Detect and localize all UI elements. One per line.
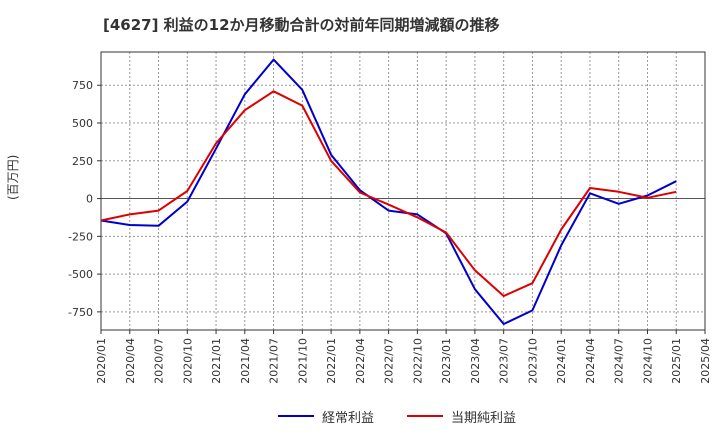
series-line-1	[100, 90, 677, 297]
y-tick-label: 250	[72, 155, 93, 168]
legend-swatch-keijo	[278, 415, 314, 417]
y-tick-label: -750	[68, 306, 93, 319]
x-tick-label: 2024/01	[555, 338, 568, 384]
x-tick-label: 2023/10	[526, 338, 539, 384]
chart-title: [4627] 利益の12か月移動合計の対前年同期増減額の推移	[103, 16, 500, 34]
series-line-0	[100, 58, 677, 325]
x-tick-label: 2024/04	[584, 338, 597, 384]
x-tick-label: 2021/07	[268, 338, 281, 384]
y-tick-label: -250	[68, 230, 93, 243]
x-tick-label: 2025/01	[670, 338, 683, 384]
x-tick-label: 2023/04	[469, 338, 482, 384]
y-tick-label: -500	[68, 268, 93, 281]
x-tick-label: 2022/01	[325, 338, 338, 384]
legend-item-junrieki: 当期純利益	[407, 405, 516, 427]
x-tick-label: 2022/04	[354, 338, 367, 384]
x-tick-label: 2022/10	[411, 338, 424, 384]
x-tick-label: 2021/04	[239, 338, 252, 384]
y-tick-label: 750	[72, 79, 93, 92]
legend: 経常利益 当期純利益	[0, 405, 720, 427]
x-tick-label: 2023/01	[440, 338, 453, 384]
line-chart: -750 -500 -250 0 250 500 750 2020/01 2020/04 2020…	[68, 51, 712, 384]
x-tick-label: 2022/07	[383, 338, 396, 384]
x-tick-label: 2020/07	[153, 338, 166, 384]
legend-label-keijo: 経常利益	[322, 410, 375, 426]
legend-item-keijo: 経常利益	[278, 405, 374, 427]
x-tick-label: 2024/10	[641, 338, 654, 384]
x-tick-label: 2024/07	[613, 338, 626, 384]
x-tick-label: 2020/04	[124, 338, 137, 384]
legend-label-junrieki: 当期純利益	[451, 410, 517, 426]
x-tick-label: 2023/07	[498, 338, 511, 384]
plot-area	[101, 52, 705, 330]
plot-border	[100, 51, 706, 331]
legend-swatch-junrieki	[407, 415, 443, 417]
x-tick-label: 2020/10	[181, 338, 194, 384]
x-tick-label: 2025/04	[699, 338, 712, 384]
y-tick-label: 0	[86, 193, 93, 206]
x-tick-label: 2021/10	[296, 338, 309, 384]
x-tick-label: 2020/01	[95, 338, 108, 384]
y-tick-label: 500	[72, 117, 93, 130]
x-tick-label: 2021/01	[210, 338, 223, 384]
